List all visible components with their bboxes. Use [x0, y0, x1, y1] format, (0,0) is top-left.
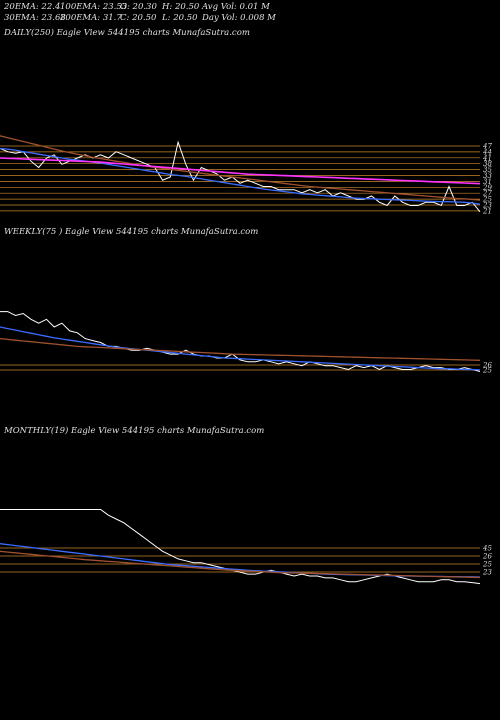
- daily-ema-brown-line: [0, 135, 481, 201]
- daily-y-tick-label: 25: [482, 196, 492, 204]
- header-row-2: 30EMA: 23.68 200EMA: 31.7 C: 20.50 L: 20…: [4, 13, 276, 23]
- weekly-ema-blue-line: [0, 326, 481, 371]
- close-value: C: 20.50: [120, 13, 157, 23]
- daily-y-tick-label: 38: [483, 160, 492, 168]
- monthly-y-tick-label: 26: [482, 553, 492, 561]
- weekly-price-line: [0, 311, 481, 372]
- open-value: O: 20.30: [120, 2, 157, 12]
- ema100-value: 100EMA: 23.53: [60, 2, 128, 12]
- monthly-y-tick-label: 25: [482, 561, 492, 569]
- daily-y-tick-label: 27: [482, 190, 492, 198]
- monthly-y-tick-label: 45: [482, 545, 492, 553]
- daily-y-tick-label: 41: [482, 154, 492, 162]
- daily-ema-magenta-line: [0, 157, 481, 185]
- daily-y-tick-label: 44: [482, 148, 492, 156]
- monthly-chart-title: MONTHLY(19) Eagle View 544195 charts Mun…: [4, 426, 265, 436]
- daily-ema-blue-line: [0, 147, 481, 205]
- ema20-value: 20EMA: 22.4: [4, 2, 61, 12]
- daily-y-tick-label: 21: [482, 207, 492, 215]
- daily-y-tick-label: 29: [482, 184, 492, 192]
- daily-y-tick-label: 33: [483, 172, 492, 180]
- daily-y-tick-label: 35: [483, 166, 492, 174]
- daily-y-tick-label: 31: [483, 178, 492, 186]
- header-row-1: 20EMA: 22.4 100EMA: 23.53 O: 20.30 H: 20…: [4, 2, 270, 12]
- daily-y-tick-label: 47: [482, 143, 492, 151]
- weekly-ema-brown-line: [0, 337, 481, 361]
- high-value: H: 20.50: [162, 2, 200, 12]
- monthly-ema-brown-line: [0, 550, 481, 579]
- weekly-y-tick-label: 26: [482, 362, 492, 370]
- daily-chart-title: DAILY(250) Eagle View 544195 charts Muna…: [4, 28, 250, 38]
- weekly-y-tick-label: 25: [482, 367, 492, 375]
- monthly-price-line: [0, 509, 481, 585]
- daily-y-tick-label: 23: [482, 202, 492, 210]
- ema30-value: 30EMA: 23.68: [4, 13, 66, 23]
- weekly-chart-title: WEEKLY(75 ) Eagle View 544195 charts Mun…: [4, 227, 259, 237]
- monthly-y-tick-label: 23: [482, 569, 492, 577]
- avg-vol-value: Avg Vol: 0.01 M: [202, 2, 270, 12]
- day-vol-value: Day Vol: 0.008 M: [202, 13, 276, 23]
- low-value: L: 20.50: [162, 13, 198, 23]
- ema200-value: 200EMA: 31.7: [60, 13, 122, 23]
